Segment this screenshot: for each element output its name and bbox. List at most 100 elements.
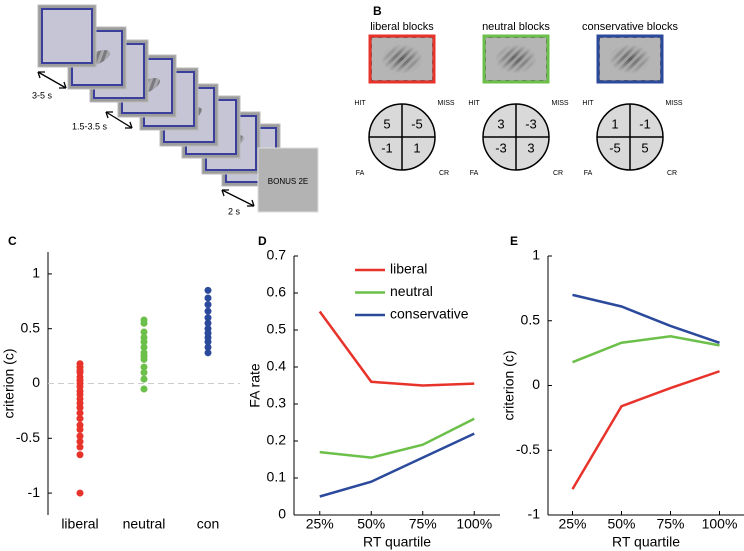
data-point bbox=[204, 349, 212, 357]
y-tick-label: -0.5 bbox=[516, 441, 540, 457]
corner-label: CR bbox=[667, 170, 677, 177]
duration-arrows bbox=[37, 71, 255, 207]
x-axis-label: RT quartile bbox=[612, 534, 680, 550]
panel-label: D bbox=[258, 234, 267, 248]
series-line bbox=[572, 293, 720, 344]
y-tick-label: 0 bbox=[32, 374, 40, 390]
series-line bbox=[571, 370, 720, 490]
series-line bbox=[572, 335, 720, 364]
data-point bbox=[204, 286, 212, 294]
corner-label: FA bbox=[356, 170, 365, 177]
y-axis-label: FA rate bbox=[247, 363, 263, 408]
corner-label: MISS bbox=[665, 100, 682, 107]
data-point bbox=[76, 426, 84, 434]
payoff: -5 bbox=[609, 140, 621, 155]
x-tick-label: con bbox=[197, 516, 220, 532]
x-tick-label: 50% bbox=[607, 516, 635, 532]
legend-label: conservative bbox=[390, 306, 469, 322]
data-point bbox=[204, 301, 212, 309]
data-point bbox=[76, 443, 84, 451]
payoff: 3 bbox=[497, 116, 504, 131]
data-point bbox=[76, 489, 84, 497]
data-point bbox=[140, 363, 148, 371]
duration-label: 3-5 s bbox=[32, 90, 53, 100]
bonus-text: BONUS 2E bbox=[268, 177, 308, 186]
y-tick-label: 0.5 bbox=[267, 321, 287, 337]
corner-label: FA bbox=[584, 170, 593, 177]
y-tick-label: 0.2 bbox=[267, 432, 287, 448]
x-tick-label: 100% bbox=[702, 516, 738, 532]
data-point bbox=[76, 415, 84, 423]
data-point bbox=[140, 343, 148, 351]
corner-label: MISS bbox=[551, 100, 568, 107]
bonus-screen bbox=[257, 147, 319, 213]
data-point bbox=[204, 319, 212, 327]
x-tick-label: liberal bbox=[61, 516, 98, 532]
y-tick-label: 1 bbox=[532, 247, 540, 263]
data-point bbox=[204, 343, 212, 351]
frame-stack: BONUS 2E bbox=[37, 4, 319, 213]
data-point bbox=[76, 438, 84, 446]
x-axis-label: RT quartile bbox=[363, 534, 431, 550]
y-axis-label: criterion (c) bbox=[501, 350, 517, 420]
corner-label: CR bbox=[439, 170, 449, 177]
payoff: 5 bbox=[383, 116, 390, 131]
payoff-blocks: liberal blocks 5 -5 -1 1 HIT MISS FA CR neutral b… bbox=[354, 21, 683, 177]
x-tick-label: 100% bbox=[456, 516, 492, 532]
payoff: -3 bbox=[525, 116, 537, 131]
data-point bbox=[140, 338, 148, 346]
corner-label: FA bbox=[470, 170, 479, 177]
y-tick-label: -0.5 bbox=[16, 429, 40, 445]
data-point bbox=[140, 355, 148, 363]
corner-label: HIT bbox=[582, 100, 594, 107]
data-point bbox=[76, 404, 84, 412]
legend-label: liberal bbox=[390, 261, 427, 277]
payoff: -3 bbox=[495, 140, 507, 155]
payoff: -5 bbox=[411, 116, 423, 131]
corner-label: HIT bbox=[354, 100, 366, 107]
gabor-fade bbox=[372, 38, 432, 80]
corner-label: CR bbox=[553, 170, 563, 177]
charts: C -1 -0.5 0 0.5 1 criterion (c) liberal neutral c… bbox=[1, 234, 744, 550]
y-tick-label: -1 bbox=[28, 484, 41, 500]
panel-label: E bbox=[510, 234, 518, 248]
x-tick-label: 75% bbox=[409, 516, 437, 532]
panel-label: B bbox=[373, 4, 382, 18]
y-tick-label: 0.5 bbox=[21, 319, 41, 335]
data-point bbox=[76, 451, 84, 459]
data-point bbox=[204, 294, 212, 302]
x-tick-label: neutral bbox=[123, 516, 166, 532]
data-point bbox=[140, 385, 148, 393]
payoff: -1 bbox=[381, 140, 393, 155]
payoff: 5 bbox=[641, 140, 648, 155]
block-title: conservative blocks bbox=[582, 21, 678, 33]
block-title: liberal blocks bbox=[370, 21, 434, 33]
y-tick-label: 0.6 bbox=[267, 284, 287, 300]
panel-label: C bbox=[8, 234, 17, 248]
data-point bbox=[140, 369, 148, 377]
corner-label: HIT bbox=[468, 100, 480, 107]
block-title: neutral blocks bbox=[482, 21, 550, 33]
y-tick-label: 0 bbox=[278, 506, 286, 522]
series-line bbox=[319, 432, 475, 498]
payoff: -1 bbox=[639, 116, 651, 131]
y-tick-label: 0 bbox=[532, 376, 540, 392]
x-tick-label: 25% bbox=[558, 516, 586, 532]
series-line bbox=[319, 417, 475, 459]
y-tick-label: 0.4 bbox=[267, 358, 287, 374]
payoff: 1 bbox=[611, 116, 618, 131]
gabor-fade bbox=[486, 38, 546, 80]
y-tick-label: 0.3 bbox=[267, 395, 287, 411]
data-point bbox=[140, 319, 148, 327]
data-point bbox=[204, 338, 212, 346]
y-tick-label: 1 bbox=[32, 265, 40, 281]
x-tick-label: 50% bbox=[357, 516, 385, 532]
y-tick-label: -1 bbox=[528, 506, 541, 522]
legend-label: neutral bbox=[390, 283, 433, 299]
gabor-fade bbox=[600, 38, 660, 80]
x-tick-label: 75% bbox=[656, 516, 684, 532]
frame-screen bbox=[41, 8, 93, 64]
data-point bbox=[140, 328, 148, 336]
y-axis-label: criterion (c) bbox=[1, 348, 17, 418]
